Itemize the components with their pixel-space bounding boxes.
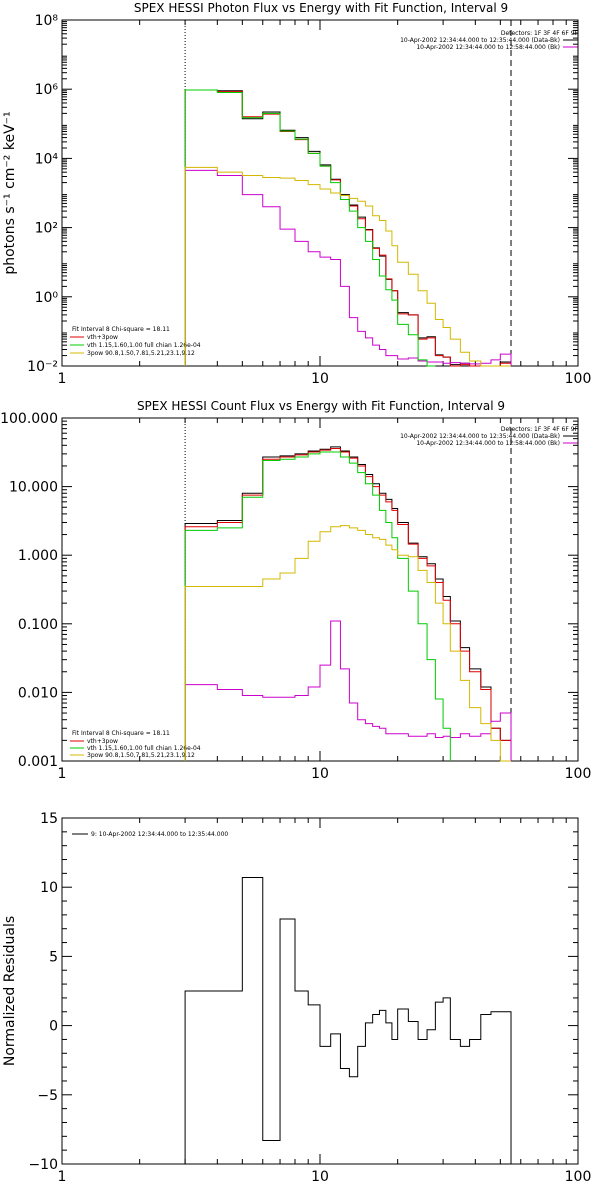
- photon-flux-x-tick-label: 10: [311, 371, 329, 387]
- photon-flux-series-data-bk: [184, 89, 512, 367]
- residuals-y-axis-label: Normalized Residuals: [2, 916, 18, 1066]
- count-flux-series-vth-3pow: [184, 447, 512, 761]
- photon-flux-y-tick-label: 10⁶: [35, 82, 59, 98]
- photon-flux-x-tick-label: 1: [58, 371, 67, 387]
- photon-flux-y-tick-label: 10²: [35, 221, 58, 237]
- residuals-y-tick-label: 10: [40, 880, 58, 896]
- residuals-y-tick-label: 15: [40, 811, 58, 827]
- count-flux-series-3pow: [184, 525, 512, 762]
- count-flux-y-tick-label: 100.000: [0, 411, 58, 427]
- residuals-y-tick-label: −5: [37, 1088, 58, 1104]
- residuals-series-9-10-apr-2002-12-34-44-000-to-12-35-44-000: [184, 877, 512, 1164]
- count-flux-x-tick-label: 1: [58, 766, 67, 782]
- photon-flux-data-bk-legend: 10-Apr-2002 12:34:44.000 to 12:35:44.000…: [400, 37, 560, 44]
- residuals-x-tick-label: 1: [58, 1169, 67, 1185]
- residuals-x-tick-label: 10: [311, 1169, 329, 1185]
- photon-flux-legend-vth3pow: vth+3pow: [87, 334, 118, 341]
- photon-flux-bk-legend: 10-Apr-2002 12:34:44.000 to 12:58:44.000…: [416, 44, 560, 51]
- photon-flux-title: SPEX HESSI Photon Flux vs Energy with Fi…: [134, 1, 508, 15]
- residuals-y-tick-label: 5: [49, 949, 58, 965]
- photon-flux-panel: SPEX HESSI Photon Flux vs Energy with Fi…: [70, 1, 579, 357]
- photon-flux-series-3pow: [184, 166, 512, 367]
- residuals-panel: 9: 10-Apr-2002 12:34:44.000 to 12:35:44.…: [72, 831, 228, 838]
- photon-flux-series-vth: [184, 89, 436, 367]
- photon-flux-y-tick-label: 10⁴: [35, 151, 59, 167]
- photon-flux-legend-bottom: Fit Interval 8 Chi-square = 18.11 vth+3p…: [70, 326, 201, 357]
- count-flux-series-data-bk: [184, 446, 512, 761]
- count-flux-plot-area: 1 10 100 0.001 0.010 0.100 1.000 10.000 100.000: [0, 411, 591, 782]
- count-flux-legend-vth3pow: vth+3pow: [87, 738, 118, 745]
- count-flux-series-bk: [184, 620, 512, 761]
- photon-flux-axes-frame: [61, 19, 579, 367]
- count-flux-data-bk-legend: 10-Apr-2002 12:34:44.000 to 12:35:44.000…: [400, 433, 560, 440]
- count-flux-y-tick-label: 0.100: [18, 617, 58, 633]
- count-flux-x-tick-label: 100: [565, 766, 592, 782]
- photon-flux-plot-area: 1 10 100 10⁻² 10⁰ 10² 10⁴ 10⁶ 10⁸ photons s⁻¹ cm⁻…: [2, 13, 591, 387]
- residuals-plot-area: 1 10 100 −10 −5 0 5 10 15 Normalized Residuals: [2, 811, 591, 1185]
- photon-flux-y-tick-label: 10⁰: [35, 290, 59, 306]
- count-flux-legend-top: Detectors: 1F 3F 4F 6F 9F 10-Apr-2002 12…: [400, 426, 578, 447]
- count-flux-series-vth: [184, 451, 451, 761]
- photon-flux-chisq-text: Fit Interval 8 Chi-square = 18.11: [72, 326, 170, 333]
- photon-flux-series-bk: [184, 169, 512, 366]
- photon-flux-y-axis-label: photons s⁻¹ cm⁻² keV⁻¹: [2, 111, 18, 274]
- count-flux-legend-bottom: Fit Interval 8 Chi-square = 18.11 vth+3p…: [70, 730, 201, 759]
- residuals-y-tick-label: −10: [28, 1157, 58, 1173]
- residuals-legend-text: 9: 10-Apr-2002 12:34:44.000 to 12:35:44.…: [91, 831, 228, 838]
- photon-flux-legend-top: Detectors: 1F 3F 4F 6F 9F 10-Apr-2002 12…: [400, 30, 578, 51]
- photon-flux-series-vth-3pow: [184, 89, 512, 367]
- count-flux-legend-3pow: 3pow 90.8,1.50,7.81,5.21,23.1,9.12: [87, 752, 195, 759]
- photon-flux-y-tick-label: 10⁸: [35, 13, 59, 29]
- photon-flux-y-tick-label: 10⁻²: [27, 359, 58, 375]
- residuals-y-tick-label: 0: [49, 1019, 58, 1035]
- count-flux-panel: SPEX HESSI Count Flux vs Energy with Fit…: [70, 399, 579, 759]
- count-flux-title: SPEX HESSI Count Flux vs Energy with Fit…: [137, 399, 505, 413]
- count-flux-legend-vth: vth 1.15,1.60,1.00 full chian 1.26e-04: [87, 745, 201, 752]
- count-flux-y-tick-label: 0.010: [18, 685, 58, 701]
- photon-flux-x-tick-label: 100: [565, 371, 592, 387]
- residuals-axes-frame: [61, 817, 579, 1165]
- residuals-x-tick-label: 100: [565, 1169, 592, 1185]
- count-flux-y-tick-label: 0.001: [18, 754, 58, 770]
- count-flux-y-tick-label: 10.000: [9, 480, 58, 496]
- photon-flux-legend-vth: vth 1.15,1.60,1.00 full chian 1.26e-04: [87, 342, 201, 349]
- count-flux-y-tick-label: 1.000: [18, 548, 58, 564]
- count-flux-bk-legend: 10-Apr-2002 12:34:44.000 to 12:58:44.000…: [416, 440, 560, 447]
- count-flux-chisq-text: Fit Interval 8 Chi-square = 18.11: [72, 730, 170, 737]
- photon-flux-legend-3pow: 3pow 90.8,1.50,7.81,5.21,23.1,9.12: [87, 350, 195, 357]
- count-flux-detectors-text: Detectors: 1F 3F 4F 6F 9F: [501, 426, 579, 433]
- count-flux-x-tick-label: 10: [311, 766, 329, 782]
- count-flux-axes-frame: [61, 417, 579, 762]
- photon-flux-detectors-text: Detectors: 1F 3F 4F 6F 9F: [501, 30, 579, 37]
